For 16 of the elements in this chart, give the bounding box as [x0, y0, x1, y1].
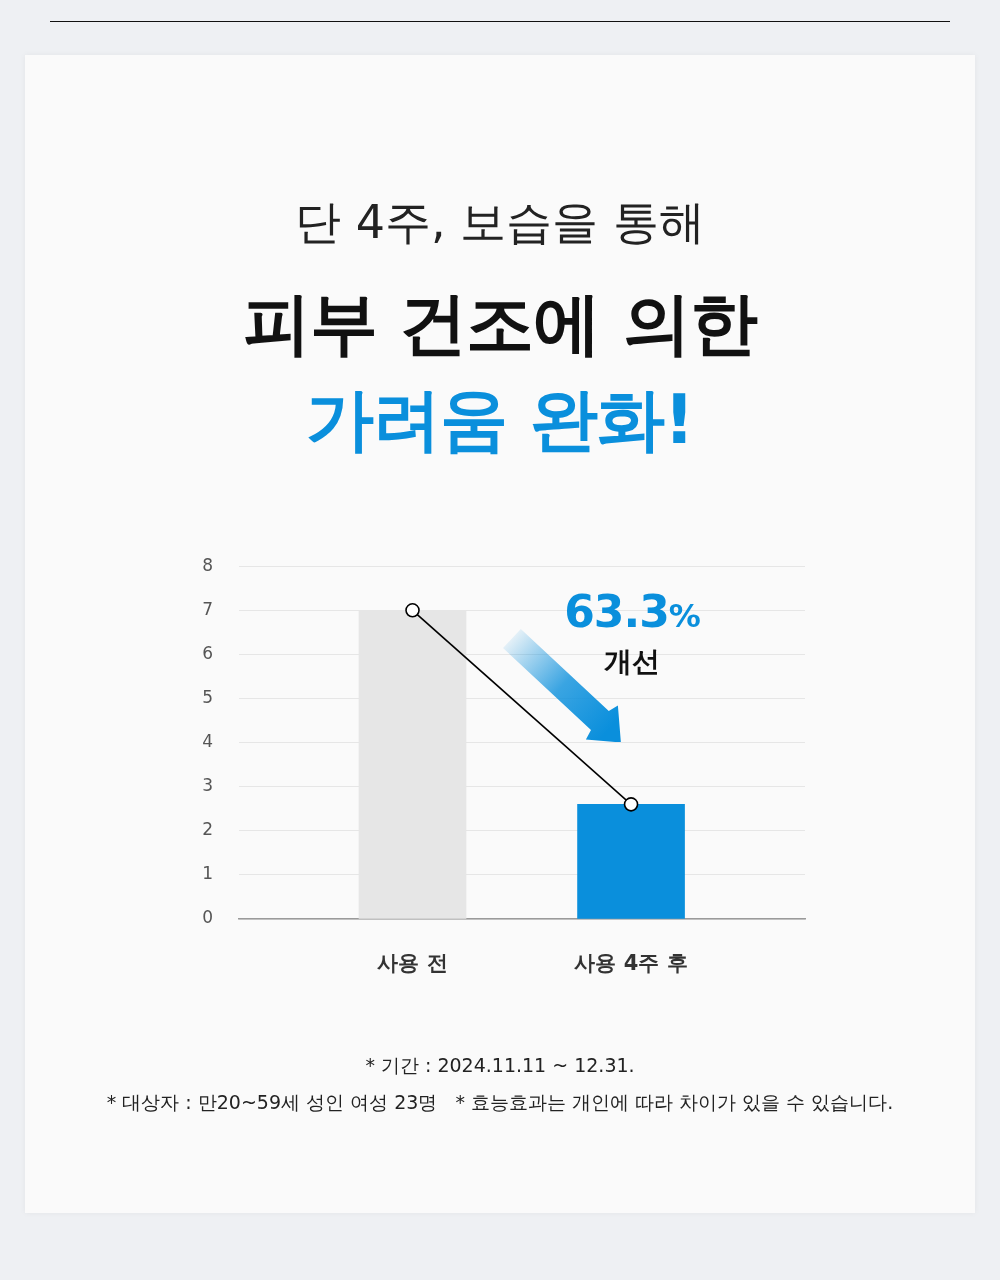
annotation: 63.3% 개선 [563, 586, 701, 680]
x-tick-label: 사용 전 [377, 951, 448, 976]
y-tick-label: 7 [202, 598, 213, 619]
text: * 기간 : 2024.11.11 ~ 12.31. [364, 1053, 636, 1077]
y-tick-label: 2 [202, 819, 213, 840]
text: * 대상자 : 만20~59세 성인 여성 23명 * 효능효과는 개인에 따라 차이가 있을 수 있습니다. [105, 1090, 895, 1114]
chart-title: 피부 건조에 의한 가려움 완화! [241, 283, 759, 461]
y-tick-label: 1 [202, 863, 213, 884]
chart-subtitle: 단 4주, 보습을 통해 [294, 194, 706, 251]
y-tick-label: 4 [202, 731, 213, 752]
x-tick-label: 사용 4주 후 [574, 951, 688, 976]
y-tick-label: 6 [202, 642, 213, 663]
y-tick-label: 0 [202, 907, 213, 928]
y-tick-label: 5 [202, 686, 213, 707]
y-tick-label: 3 [202, 775, 213, 796]
y-tick-label: 8 [202, 554, 213, 575]
